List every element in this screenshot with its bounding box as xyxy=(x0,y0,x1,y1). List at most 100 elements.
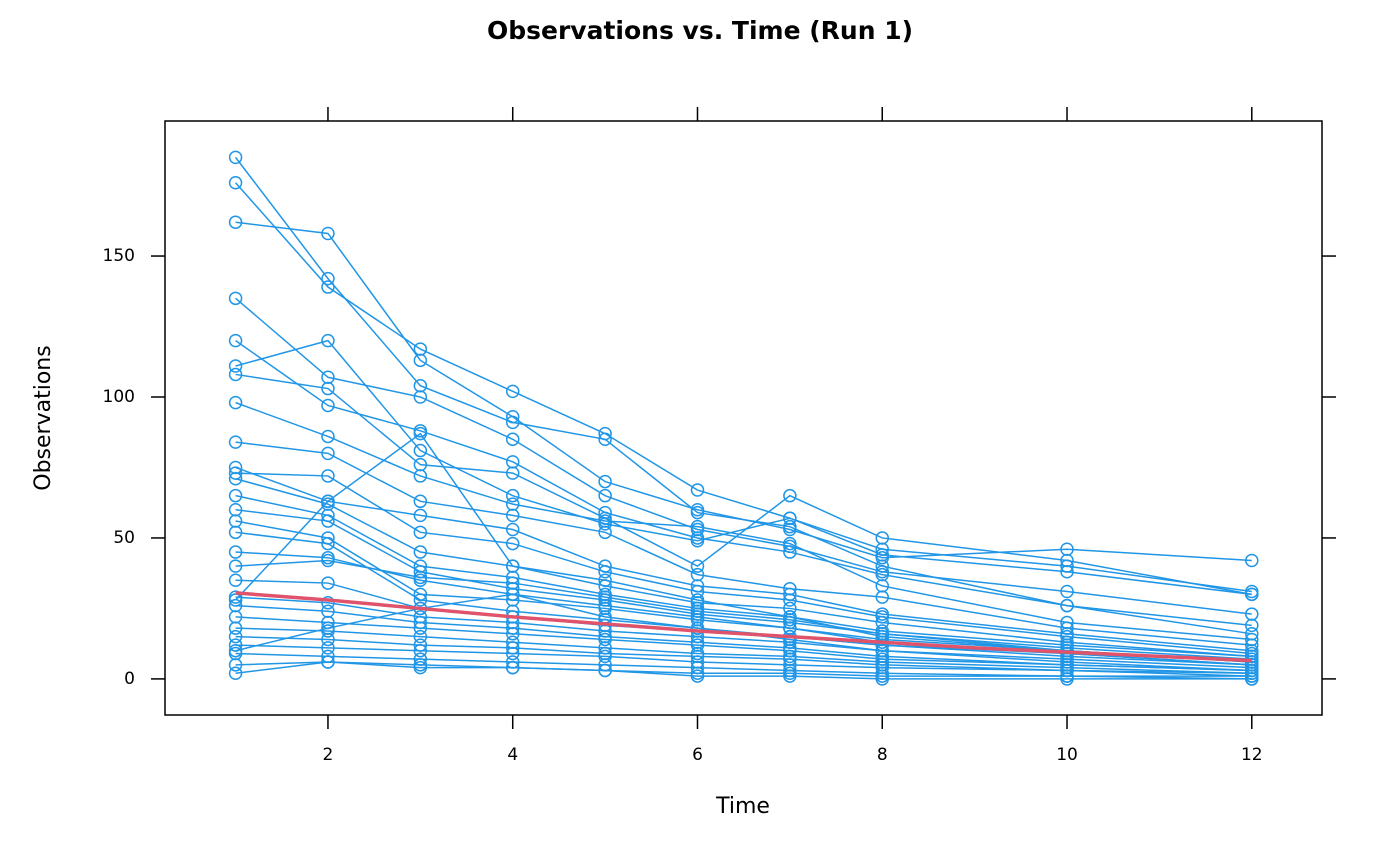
point xyxy=(413,621,428,635)
point xyxy=(598,525,612,540)
point xyxy=(413,570,428,585)
point xyxy=(875,531,890,545)
point xyxy=(1245,672,1259,686)
point xyxy=(413,426,428,441)
point xyxy=(690,559,705,573)
subject-line xyxy=(235,596,1252,669)
subject-line xyxy=(235,401,1252,641)
point xyxy=(228,658,243,672)
point xyxy=(228,525,243,540)
point xyxy=(783,511,797,525)
subject-line xyxy=(235,559,1252,663)
subject-line xyxy=(235,494,1252,658)
subject-line xyxy=(235,509,1252,660)
point xyxy=(598,649,612,664)
subject-line xyxy=(235,432,1252,663)
point xyxy=(1245,553,1259,568)
point xyxy=(505,559,520,573)
point xyxy=(505,646,520,661)
point xyxy=(505,522,520,537)
point xyxy=(1245,618,1259,633)
subject-line xyxy=(235,340,1252,627)
subject-line xyxy=(235,661,1252,680)
point xyxy=(228,629,243,644)
point xyxy=(321,429,335,444)
point xyxy=(598,488,612,503)
point xyxy=(1060,672,1074,686)
point xyxy=(505,432,520,447)
subject-line xyxy=(235,466,1252,652)
point xyxy=(228,175,243,190)
y-tick-label: 0 xyxy=(124,669,135,689)
point xyxy=(598,573,612,587)
point xyxy=(321,536,335,551)
point xyxy=(505,384,520,399)
point xyxy=(1245,663,1259,678)
point xyxy=(690,621,705,635)
x-tick-label: 2 xyxy=(323,745,334,765)
point xyxy=(413,508,428,523)
point xyxy=(1060,584,1074,599)
subject-line xyxy=(235,478,1252,658)
point xyxy=(228,545,243,559)
chart-title: Observations vs. Time (Run 1) xyxy=(487,16,913,45)
y-axis-label: Observations xyxy=(31,345,56,490)
point xyxy=(505,466,520,480)
point xyxy=(321,641,335,655)
point xyxy=(505,660,520,675)
point xyxy=(228,215,243,229)
point xyxy=(1245,587,1259,602)
point xyxy=(598,565,612,579)
point xyxy=(875,672,890,686)
subject-line xyxy=(235,652,1252,677)
subject-line xyxy=(235,373,1252,596)
point xyxy=(690,534,705,548)
point xyxy=(690,519,705,534)
point xyxy=(228,359,243,373)
subject-line xyxy=(235,297,1252,615)
subject-line xyxy=(235,472,1252,655)
point xyxy=(321,553,335,568)
point xyxy=(413,469,428,483)
point xyxy=(783,536,797,551)
point xyxy=(228,488,243,503)
plot-frame xyxy=(164,120,1323,716)
point xyxy=(505,508,520,523)
subject-line xyxy=(235,604,1252,672)
y-tick-label: 50 xyxy=(113,528,135,548)
point xyxy=(413,629,428,644)
point xyxy=(690,669,705,683)
point xyxy=(598,663,612,678)
point xyxy=(690,483,705,497)
point xyxy=(321,381,335,396)
point xyxy=(228,559,243,573)
point xyxy=(321,446,335,461)
subject-line xyxy=(235,531,1252,666)
subject-line xyxy=(235,644,1252,677)
point xyxy=(505,587,520,602)
subject-line xyxy=(235,593,1252,672)
point xyxy=(321,333,335,348)
point xyxy=(321,271,335,286)
point xyxy=(598,590,612,604)
point xyxy=(598,632,612,647)
point xyxy=(690,503,705,517)
point xyxy=(413,545,428,559)
point xyxy=(321,226,335,241)
point xyxy=(783,610,797,624)
point xyxy=(413,660,428,675)
point xyxy=(321,514,335,528)
point xyxy=(1060,598,1074,613)
point xyxy=(505,627,520,641)
point xyxy=(783,669,797,683)
x-tick-label: 6 xyxy=(692,745,703,765)
point xyxy=(413,593,428,607)
subject-line xyxy=(235,635,1252,675)
subject-line xyxy=(234,156,1252,635)
point xyxy=(228,435,243,449)
point xyxy=(321,469,335,483)
point xyxy=(228,367,243,382)
point xyxy=(228,638,243,652)
y-tick-label: 100 xyxy=(103,387,135,407)
point xyxy=(598,474,612,489)
